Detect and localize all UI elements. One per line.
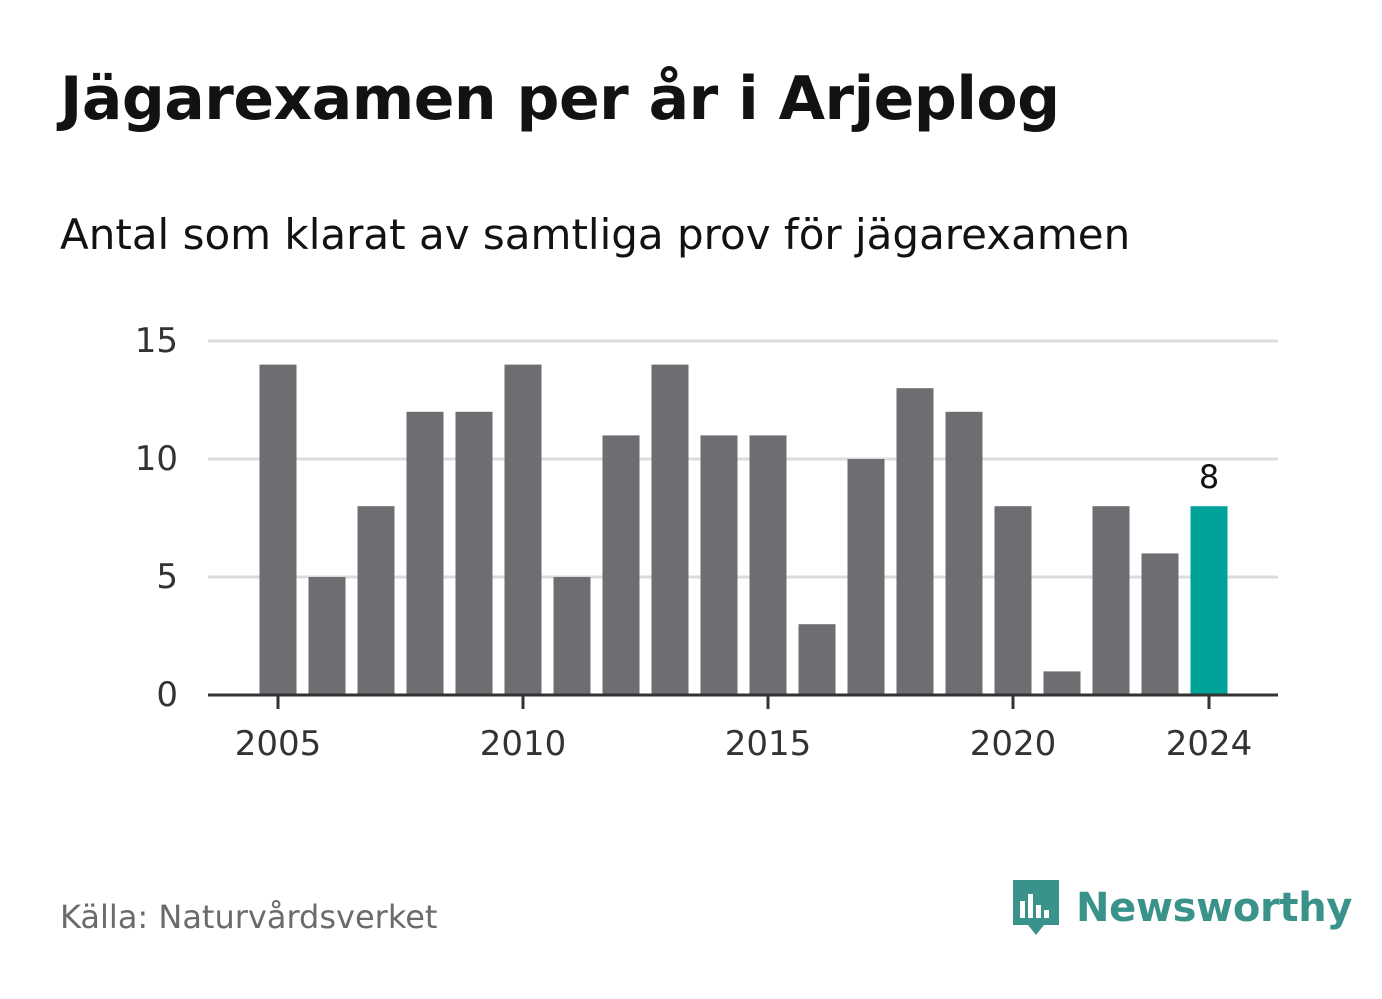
bar (259, 364, 297, 695)
bars (259, 364, 1228, 695)
bar (1141, 553, 1179, 695)
brand-name: Newsworthy (1076, 885, 1353, 931)
bar (1043, 671, 1081, 695)
newsworthy-logo-icon (1013, 880, 1059, 935)
x-tick-label: 2005 (235, 724, 322, 764)
bar (602, 435, 640, 695)
bar (455, 411, 493, 695)
bar (945, 411, 983, 695)
y-tick-label: 15 (135, 321, 178, 361)
chart-subtitle: Antal som klarat av samtliga prov för jä… (60, 210, 1131, 259)
y-tick-label: 5 (156, 557, 178, 597)
y-axis: 0 5 10 15 (135, 321, 178, 715)
bar (700, 435, 738, 695)
x-tick-label: 2015 (725, 724, 812, 764)
bar (896, 388, 934, 695)
y-tick-label: 10 (135, 439, 178, 479)
bar (553, 577, 591, 695)
bar-highlight (1190, 506, 1228, 695)
bar (994, 506, 1032, 695)
brand-logo: Newsworthy (1010, 876, 1353, 940)
x-tick-label: 2020 (970, 724, 1057, 764)
bar (406, 411, 444, 695)
x-tick-label: 2024 (1166, 724, 1253, 764)
data-labels: 8 (1199, 458, 1219, 496)
data-label: 8 (1199, 458, 1219, 496)
bar (651, 364, 689, 695)
bar (847, 459, 885, 695)
chart-title: Jägarexamen per år i Arjeplog (60, 64, 1060, 134)
x-axis: 2005 2010 2015 2020 2024 (208, 693, 1278, 764)
bar (1092, 506, 1130, 695)
bar (798, 624, 836, 695)
bar (308, 577, 346, 695)
source-note: Källa: Naturvårdsverket (60, 898, 438, 936)
x-tick-label: 2010 (480, 724, 567, 764)
bar (749, 435, 787, 695)
bar (504, 364, 542, 695)
bar (357, 506, 395, 695)
y-tick-label: 0 (156, 675, 178, 715)
